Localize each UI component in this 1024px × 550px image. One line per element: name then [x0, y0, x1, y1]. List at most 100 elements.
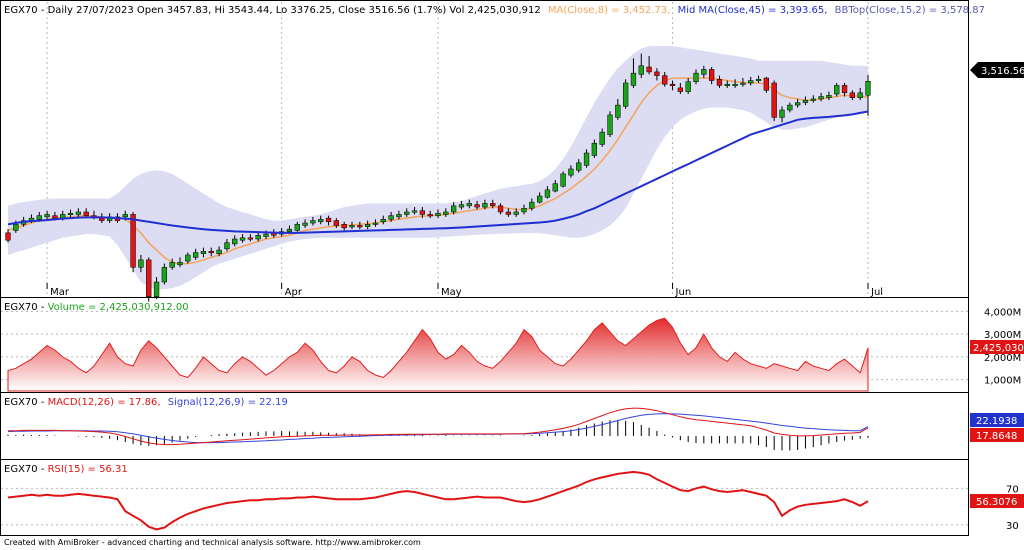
- candle-body: [490, 203, 496, 207]
- candle-body: [404, 211, 410, 215]
- x-tick-label: Mar: [50, 287, 70, 298]
- macd-histogram: [7, 419, 869, 451]
- candle-body: [372, 222, 379, 225]
- candle-body: [826, 95, 832, 98]
- candle-body: [615, 104, 621, 118]
- candle-body: [732, 83, 738, 86]
- candle-body: [310, 220, 316, 224]
- rsi-pane-header: EGX70 - RSI(15) = 56.31: [4, 464, 128, 475]
- volume-tick-label: 4,000M: [984, 307, 1021, 318]
- candle-body: [325, 217, 332, 223]
- candle-body: [99, 217, 105, 221]
- close-price-badge: 3,516.56: [970, 62, 1024, 78]
- candle-body: [693, 72, 699, 82]
- x-tick-label: Jun: [675, 287, 692, 298]
- macd-line: [8, 407, 869, 446]
- candle-body: [294, 224, 300, 231]
- candle-body: [67, 212, 74, 215]
- candle-body: [591, 142, 598, 156]
- candle-body: [654, 71, 660, 76]
- macd-header-text: MACD(12,26) = 17.86,: [48, 397, 161, 408]
- candle-body: [779, 109, 785, 118]
- candle-body: [568, 168, 574, 176]
- volume-header-prefix: EGX70 -: [4, 302, 48, 313]
- candle-body: [224, 242, 230, 250]
- y-axis-tick-labels: 1,000M 2,000M 3,000M 4,000M 30 70: [984, 307, 1021, 532]
- candle-body: [638, 65, 644, 75]
- candle-body: [263, 233, 269, 237]
- candle-body: [748, 80, 754, 84]
- x-axis-ticks: Mar Apr May Jun Jul: [46, 283, 883, 298]
- bollinger-band: [8, 46, 868, 290]
- candle-body: [474, 204, 480, 208]
- candle-body: [794, 102, 801, 106]
- candle-body: [192, 252, 199, 258]
- ma-header-text: MA(Close,8) = 3,452.73,: [548, 5, 671, 16]
- candle-body: [208, 251, 214, 254]
- candle-body: [458, 204, 465, 208]
- candle-body: [396, 214, 402, 218]
- volume-tick-label: 3,000M: [984, 330, 1021, 341]
- candle-body: [380, 219, 386, 223]
- candle-body: [138, 259, 144, 268]
- candle-body: [599, 131, 605, 145]
- candle-body: [841, 85, 848, 94]
- candle-body: [677, 87, 684, 92]
- candle-body: [239, 237, 246, 241]
- candlestick-series: [5, 53, 871, 302]
- candle-body: [482, 203, 488, 208]
- volume-tick-label: 1,000M: [984, 376, 1021, 387]
- candle-body: [763, 77, 770, 91]
- rsi-badge-text: 56.3076: [976, 497, 1017, 508]
- candle-body: [318, 219, 324, 223]
- candle-body: [364, 224, 371, 227]
- volume-badge: 2,425,030: [970, 340, 1024, 354]
- volume-area: [7, 317, 869, 392]
- candle-body: [622, 82, 629, 107]
- candle-body: [521, 208, 527, 213]
- candle-body: [435, 212, 441, 216]
- candle-body: [818, 96, 824, 100]
- candle-body: [427, 214, 433, 217]
- candle-body: [419, 210, 426, 215]
- rsi-header-text: RSI(15) = 56.31: [48, 464, 128, 475]
- close-price-badge-text: 3,516.56: [981, 66, 1024, 77]
- rsi-line: [7, 470, 869, 531]
- candle-body: [83, 211, 89, 216]
- rsi-badge: 56.3076: [970, 494, 1024, 508]
- candle-body: [216, 249, 222, 254]
- candle-body: [75, 211, 82, 215]
- candle-body: [232, 238, 238, 245]
- volume-pane-header: EGX70 - Volume = 2,425,030,912.00: [4, 302, 189, 313]
- macd-badge-text: 17.8648: [976, 431, 1017, 442]
- candle-body: [357, 225, 363, 228]
- candle-body: [787, 104, 793, 111]
- volume-badge-text: 2,425,030: [973, 343, 1024, 354]
- volume-tick-label: 2,000M: [984, 353, 1021, 364]
- candle-body: [630, 72, 637, 86]
- price-pane-header: EGX70 - Daily 27/07/2023 Open 3457.83, H…: [4, 5, 985, 16]
- candle-body: [255, 235, 261, 240]
- candle-body: [583, 152, 590, 166]
- volume-header-text: Volume = 2,425,030,912.00: [48, 302, 189, 313]
- candle-body: [185, 254, 191, 262]
- candle-body: [513, 211, 519, 215]
- candle-body: [286, 228, 293, 232]
- price-gridlines: [46, 2, 869, 296]
- candle-body: [865, 81, 871, 96]
- candle-body: [146, 259, 152, 297]
- candle-body: [669, 83, 676, 86]
- candle-body: [177, 262, 183, 266]
- candle-body: [153, 281, 160, 297]
- footer-credit: Created with AmiBroker - advanced charti…: [4, 538, 421, 547]
- candle-body: [130, 214, 136, 268]
- macd-signal-badge: 22.1938: [970, 413, 1024, 427]
- candle-body: [662, 75, 668, 85]
- rsi-header-prefix: EGX70 -: [4, 464, 48, 475]
- rsi-tick-label: 30: [1006, 521, 1019, 532]
- candle-body: [810, 98, 816, 101]
- candle-body: [466, 203, 472, 207]
- candle-body: [724, 83, 730, 86]
- candle-body: [771, 82, 777, 118]
